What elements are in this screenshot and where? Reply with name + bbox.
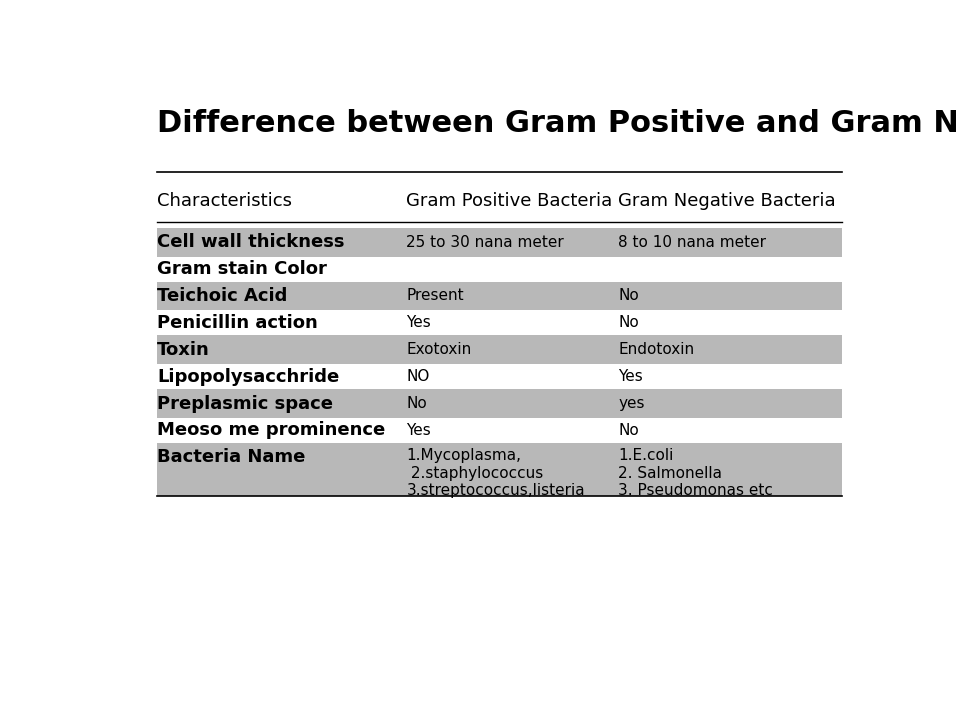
FancyBboxPatch shape (157, 443, 842, 495)
Text: 25 to 30 nana meter: 25 to 30 nana meter (406, 235, 564, 250)
Text: Difference between Gram Positive and Gram Negative Bacteria: Difference between Gram Positive and Gra… (157, 109, 960, 138)
Text: NO: NO (406, 369, 430, 384)
Text: Gram Negative Bacteria: Gram Negative Bacteria (618, 192, 836, 210)
Text: Bacteria Name: Bacteria Name (157, 449, 305, 467)
FancyBboxPatch shape (157, 336, 842, 364)
FancyBboxPatch shape (157, 228, 842, 256)
FancyBboxPatch shape (157, 364, 842, 389)
Text: Gram Positive Bacteria: Gram Positive Bacteria (406, 192, 612, 210)
Text: Teichoic Acid: Teichoic Acid (157, 287, 288, 305)
Text: Cell wall thickness: Cell wall thickness (157, 233, 345, 251)
Text: Preplasmic space: Preplasmic space (157, 395, 333, 413)
Text: Present: Present (406, 289, 464, 303)
FancyBboxPatch shape (157, 256, 842, 282)
Text: No: No (618, 289, 639, 303)
Text: Yes: Yes (406, 423, 431, 438)
Text: Toxin: Toxin (157, 341, 210, 359)
Text: No: No (618, 423, 639, 438)
Text: 8 to 10 nana meter: 8 to 10 nana meter (618, 235, 766, 250)
Text: 1.E.coli
2. Salmonella
3. Pseudomonas etc: 1.E.coli 2. Salmonella 3. Pseudomonas et… (618, 449, 774, 498)
Text: No: No (406, 396, 427, 411)
Text: Yes: Yes (406, 315, 431, 330)
FancyBboxPatch shape (157, 310, 842, 336)
Text: 1.Mycoplasma,
 2.staphylococcus
3.streptococcus,listeria: 1.Mycoplasma, 2.staphylococcus 3.strepto… (406, 449, 585, 498)
Text: No: No (618, 315, 639, 330)
FancyBboxPatch shape (157, 389, 842, 418)
Text: Characteristics: Characteristics (157, 192, 292, 210)
Text: Yes: Yes (618, 369, 643, 384)
Text: yes: yes (618, 396, 645, 411)
Text: Penicillin action: Penicillin action (157, 314, 318, 332)
Text: Meoso me prominence: Meoso me prominence (157, 421, 386, 439)
Text: Gram stain Color: Gram stain Color (157, 260, 327, 278)
Text: Lipopolysacchride: Lipopolysacchride (157, 368, 340, 386)
Text: Exotoxin: Exotoxin (406, 342, 471, 357)
FancyBboxPatch shape (157, 418, 842, 443)
Text: Endotoxin: Endotoxin (618, 342, 695, 357)
FancyBboxPatch shape (157, 282, 842, 310)
